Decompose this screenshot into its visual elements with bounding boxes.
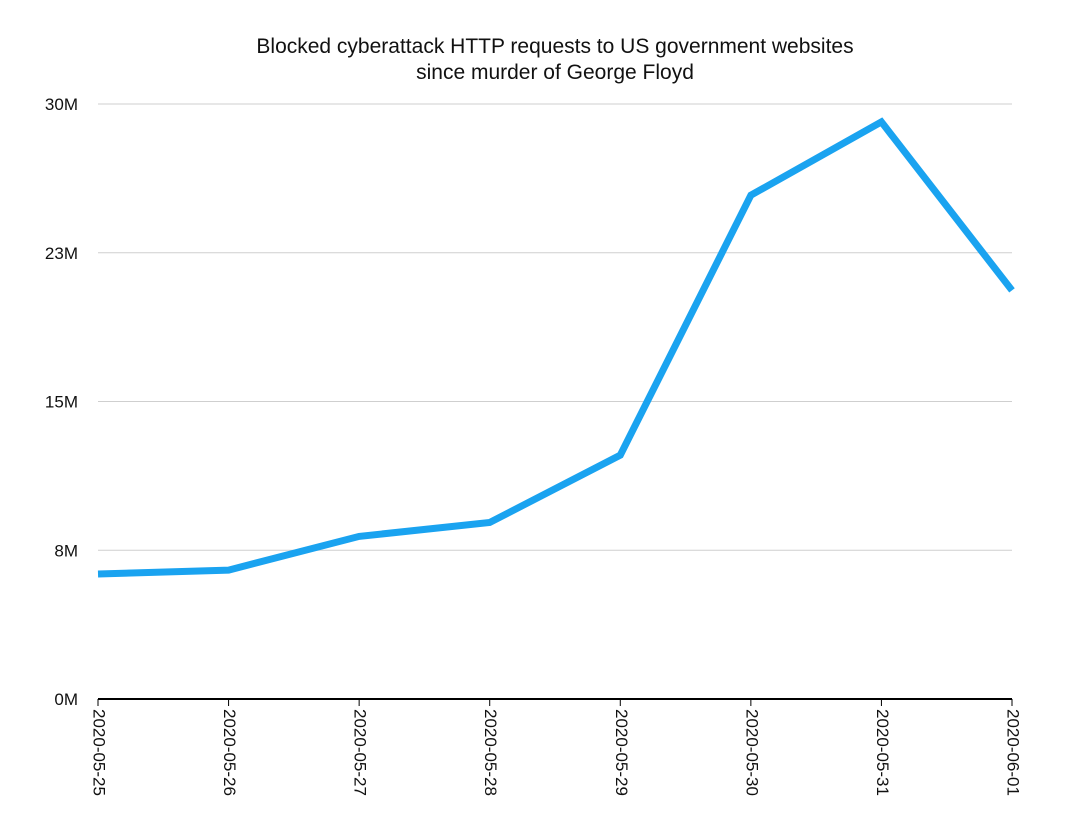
series-layer xyxy=(97,117,1015,578)
y-tick-label: 23M xyxy=(45,244,78,263)
x-tick-label: 2020-05-26 xyxy=(220,709,239,796)
y-tick-label: 8M xyxy=(54,541,78,560)
x-axis: 2020-05-25 2020-05-26 2020-05-27 2020-05-28… xyxy=(90,698,1023,796)
gridlines xyxy=(98,103,1012,551)
x-tick-label: 2020-05-29 xyxy=(612,709,631,796)
y-tick-label: 0M xyxy=(54,690,78,709)
chart-title-line-2: since murder of George Floyd xyxy=(416,61,694,84)
y-tick-label: 30M xyxy=(45,95,78,114)
series-line xyxy=(97,117,1015,578)
x-tick-label: 2020-05-25 xyxy=(90,709,109,796)
x-tick-label: 2020-05-27 xyxy=(351,709,370,796)
y-tick-label: 15M xyxy=(45,393,78,412)
x-tick-label: 2020-05-30 xyxy=(742,709,761,796)
chart-title-line-1: Blocked cyberattack HTTP requests to US … xyxy=(256,35,853,58)
x-tick-label: 2020-05-31 xyxy=(873,709,892,796)
y-axis-labels: 0M 8M 15M 23M 30M xyxy=(45,95,78,709)
x-tick-label: 2020-06-01 xyxy=(1004,709,1023,796)
x-tick-label: 2020-05-28 xyxy=(481,709,500,796)
